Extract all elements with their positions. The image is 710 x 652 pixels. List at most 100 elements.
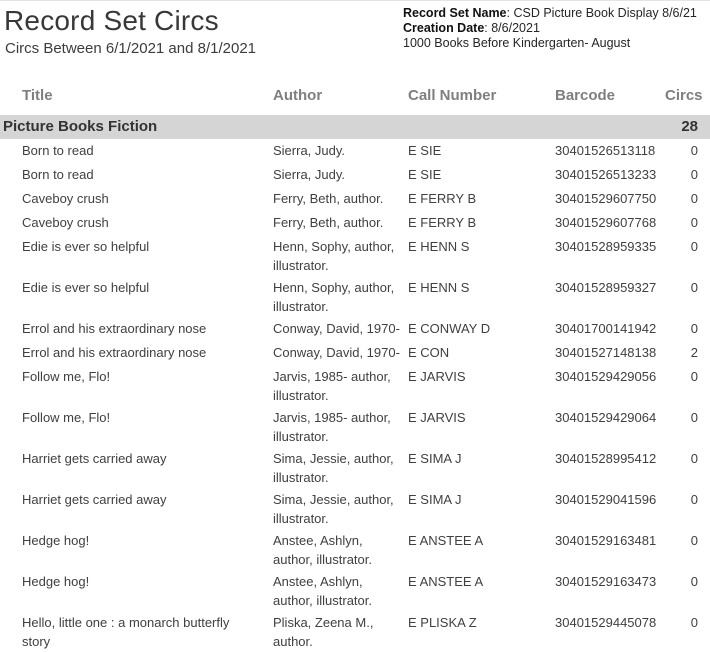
- table-row: Errol and his extraordinary nose Conway,…: [0, 317, 710, 341]
- cell-call-number: E CON: [408, 345, 450, 360]
- cell-author: Sima, Jessie, author, illustrator.: [273, 492, 394, 526]
- cell-title: Harriet gets carried away: [22, 492, 167, 507]
- cell-title: Caveboy crush: [22, 215, 109, 230]
- cell-barcode: 30401529607750: [555, 191, 657, 206]
- cell-author: Jarvis, 1985- author, illustrator.: [273, 410, 391, 444]
- cell-circs: 2: [690, 345, 698, 360]
- column-header-circs: Circs: [665, 87, 703, 104]
- creation-date-line: Creation Date: 8/6/2021: [403, 21, 705, 36]
- cell-author: Jarvis, 1985- author, illustrator.: [273, 369, 391, 403]
- cell-circs: 0: [690, 574, 698, 589]
- column-header-call-number: Call Number: [408, 87, 497, 104]
- cell-barcode: 30401528959327: [555, 280, 657, 295]
- table-row: Hedge hog! Anstee, Ashlyn, author, illus…: [0, 529, 710, 570]
- cell-circs: 0: [690, 533, 698, 548]
- column-header-author: Author: [273, 87, 323, 104]
- cell-call-number: E ANSTEE A: [408, 533, 484, 548]
- section-circs-total: 28: [681, 118, 698, 135]
- cell-author: Sierra, Judy.: [273, 167, 346, 182]
- cell-title: Edie is ever so helpful: [22, 239, 150, 254]
- cell-call-number: E SIMA J: [408, 492, 462, 507]
- cell-title: Follow me, Flo!: [22, 369, 111, 384]
- cell-author: Ferry, Beth, author.: [273, 191, 384, 206]
- cell-circs: 0: [690, 451, 698, 466]
- table-row: Harriet gets carried away Sima, Jessie, …: [0, 447, 710, 488]
- circ-report-table: Title Author Call Number Barcode Circs P…: [0, 79, 710, 652]
- record-set-name-label: Record Set Name: [403, 6, 507, 20]
- column-header-title: Title: [22, 87, 53, 104]
- table-header-row: Title Author Call Number Barcode Circs: [0, 79, 710, 111]
- record-set-name-line: Record Set Name: CSD Picture Book Displa…: [403, 6, 705, 21]
- cell-barcode: 30401529163481: [555, 533, 657, 548]
- cell-title: Born to read: [22, 167, 94, 182]
- cell-circs: 0: [690, 143, 698, 158]
- creation-date-label: Creation Date: [403, 20, 485, 35]
- cell-circs: 0: [690, 615, 698, 630]
- cell-barcode: 30401529429064: [555, 410, 657, 425]
- cell-call-number: E SIE: [408, 143, 442, 158]
- cell-title: Errol and his extraordinary nose: [22, 345, 207, 360]
- column-header-barcode: Barcode: [555, 87, 616, 104]
- cell-circs: 0: [690, 410, 698, 425]
- record-set-note: 1000 Books Before Kindergarten- August: [403, 35, 631, 50]
- table-row: Errol and his extraordinary nose Conway,…: [0, 341, 710, 365]
- table-row: Follow me, Flo! Jarvis, 1985- author, il…: [0, 365, 710, 406]
- table-row: Born to read Sierra, Judy. E SIE 3040152…: [0, 163, 710, 187]
- cell-author: Henn, Sophy, author, illustrator.: [273, 239, 395, 273]
- cell-circs: 0: [690, 369, 698, 384]
- cell-author: Anstee, Ashlyn, author, illustrator.: [273, 533, 372, 567]
- cell-author: Sima, Jessie, author, illustrator.: [273, 451, 394, 485]
- record-set-meta: Record Set Name: CSD Picture Book Displa…: [403, 6, 705, 50]
- table-row: Hedge hog! Anstee, Ashlyn, author, illus…: [0, 570, 710, 611]
- creation-date-value: 8/6/2021: [491, 20, 540, 35]
- section-header-row: Picture Books Fiction 28: [0, 115, 710, 139]
- cell-call-number: E ANSTEE A: [408, 574, 484, 589]
- cell-title: Follow me, Flo!: [22, 410, 111, 425]
- table-row: Caveboy crush Ferry, Beth, author. E FER…: [0, 187, 710, 211]
- cell-circs: 0: [690, 239, 698, 254]
- table-row: Born to read Sierra, Judy. E SIE 3040152…: [0, 139, 710, 163]
- cell-title: Born to read: [22, 143, 94, 158]
- report-date-range: Circs Between 6/1/2021 and 8/1/2021: [5, 40, 257, 57]
- page-title: Record Set Circs: [4, 5, 219, 36]
- table-row: Caveboy crush Ferry, Beth, author. E FER…: [0, 211, 710, 235]
- record-set-name-value: CSD Picture Book Display 8/6/21: [513, 6, 697, 20]
- table-row: Harriet gets carried away Sima, Jessie, …: [0, 488, 710, 529]
- cell-barcode: 30401700141942: [555, 321, 657, 336]
- cell-title: Hedge hog!: [22, 533, 90, 548]
- table-row: Edie is ever so helpful Henn, Sophy, aut…: [0, 235, 710, 276]
- cell-author: Conway, David, 1970-: [273, 345, 400, 360]
- cell-barcode: 30401529163473: [555, 574, 657, 589]
- cell-barcode: 30401529445078: [555, 615, 657, 630]
- cell-title: Harriet gets carried away: [22, 451, 167, 466]
- table-row: Hello, little one : a monarch butterfly …: [0, 611, 710, 652]
- cell-author: Pliska, Zeena M., author.: [273, 615, 374, 649]
- cell-circs: 0: [690, 167, 698, 182]
- report-header: Record Set Circs Circs Between 6/1/2021 …: [0, 1, 710, 79]
- cell-author: Sierra, Judy.: [273, 143, 346, 158]
- cell-barcode: 30401526513118: [555, 143, 656, 158]
- cell-title: Errol and his extraordinary nose: [22, 321, 207, 336]
- cell-circs: 0: [690, 215, 698, 230]
- cell-call-number: E SIE: [408, 167, 442, 182]
- cell-author: Conway, David, 1970-: [273, 321, 400, 336]
- cell-author: Henn, Sophy, author, illustrator.: [273, 280, 395, 314]
- table-row: Edie is ever so helpful Henn, Sophy, aut…: [0, 276, 710, 317]
- cell-barcode: 30401529607768: [555, 215, 657, 230]
- table-body: Born to read Sierra, Judy. E SIE 3040152…: [0, 139, 710, 652]
- cell-call-number: E JARVIS: [408, 410, 466, 425]
- cell-title: Hello, little one : a monarch butterfly …: [22, 615, 230, 649]
- cell-author: Ferry, Beth, author.: [273, 215, 384, 230]
- cell-barcode: 30401526513233: [555, 167, 657, 182]
- cell-call-number: E HENN S: [408, 280, 470, 295]
- cell-circs: 0: [690, 492, 698, 507]
- cell-circs: 0: [690, 191, 698, 206]
- cell-circs: 0: [690, 280, 698, 295]
- cell-call-number: E SIMA J: [408, 451, 462, 466]
- cell-circs: 0: [690, 321, 698, 336]
- cell-barcode: 30401527148138: [555, 345, 657, 360]
- cell-call-number: E JARVIS: [408, 369, 466, 384]
- creation-date-separator: :: [484, 20, 492, 35]
- cell-barcode: 30401529429056: [555, 369, 657, 384]
- cell-title: Caveboy crush: [22, 191, 109, 206]
